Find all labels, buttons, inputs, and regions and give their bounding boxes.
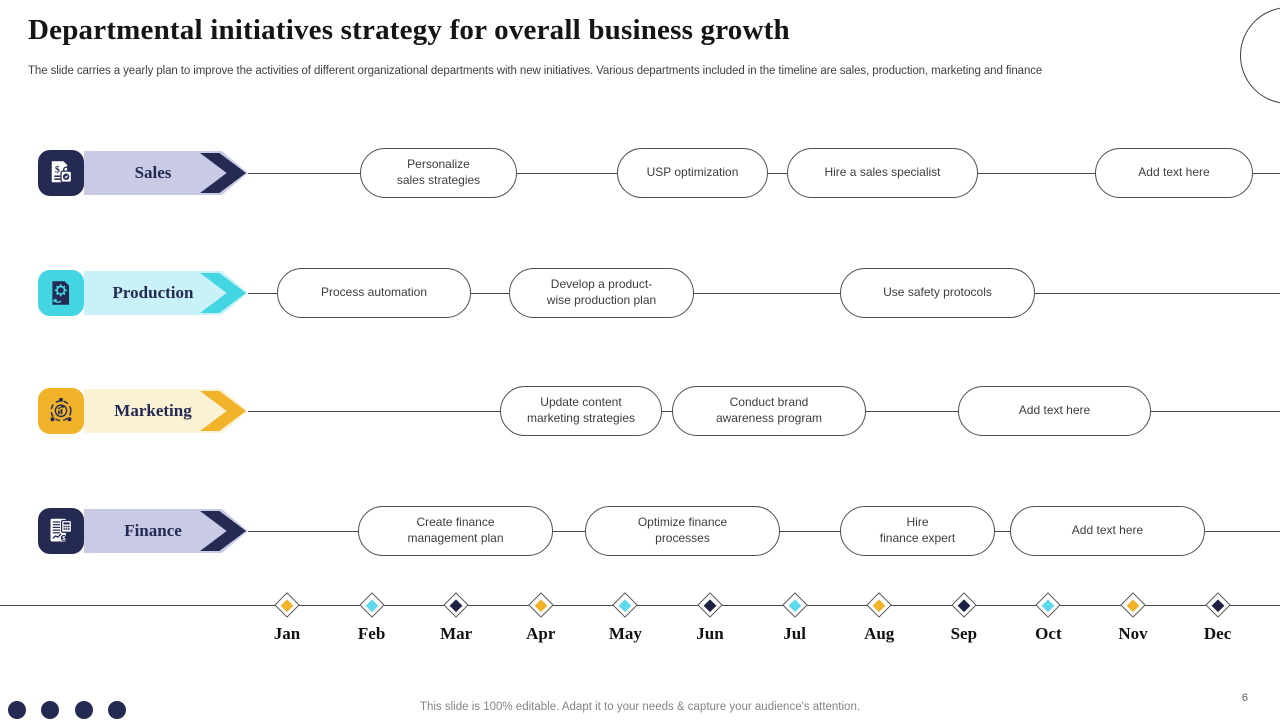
month-diamond-fill [788, 598, 801, 612]
initiative-pill[interactable]: Optimize finance processes [585, 506, 780, 556]
initiative-pill[interactable]: Process automation [277, 268, 471, 318]
initiative-pill[interactable]: Develop a product- wise production plan [509, 268, 694, 318]
month-diamond-fill [703, 598, 717, 612]
initiative-pill[interactable]: Add text here [1010, 506, 1205, 556]
month-diamond-marker [1204, 592, 1231, 618]
svg-text:$: $ [55, 164, 60, 175]
month-label: Oct [1035, 624, 1062, 643]
initiative-pill[interactable]: Conduct brand awareness program [672, 386, 866, 436]
sales-document-icon: $ [45, 157, 77, 189]
initiative-pill[interactable]: Add text here [1095, 148, 1253, 198]
month-label: Feb [357, 624, 386, 643]
month-diamond-marker [951, 592, 977, 618]
initiative-pill[interactable]: Hire a sales specialist [787, 148, 978, 198]
month-label: Nov [1118, 624, 1148, 643]
footer-dot [41, 701, 60, 719]
month-diamond-fill [1042, 598, 1055, 612]
timeline-line [0, 605, 1280, 606]
month-diamond-fill [449, 598, 463, 612]
production-gear-icon [45, 277, 77, 309]
department-icon-box: $ [38, 508, 84, 554]
initiative-pill[interactable]: USP optimization [617, 148, 768, 198]
marketing-cycle-icon [45, 395, 77, 427]
department-label: Finance [124, 521, 182, 540]
month-label: Aug [864, 624, 895, 643]
month-label: Mar [440, 624, 473, 643]
initiative-pill[interactable]: Create finance management plan [358, 506, 553, 556]
month-diamond-fill [1126, 598, 1140, 612]
month-diamond-fill [365, 598, 378, 612]
month-label: Sep [950, 624, 978, 643]
department-label: Marketing [114, 401, 192, 420]
month-diamond-fill [872, 598, 886, 612]
page-number: 6 [1241, 692, 1248, 704]
decorative-circle [1240, 7, 1280, 104]
footer-note: This slide is 100% editable. Adapt it to… [419, 701, 861, 713]
month-diamond-marker [697, 592, 723, 618]
month-label: Jan [273, 624, 301, 643]
finance-report-icon: $ [45, 515, 77, 547]
svg-text:$: $ [62, 536, 65, 542]
month-label: Jul [783, 624, 806, 643]
month-diamond-marker [612, 592, 639, 618]
month-diamond-fill [280, 598, 294, 612]
month-label: Apr [526, 624, 556, 643]
month-label: Dec [1203, 624, 1232, 643]
initiative-pill[interactable]: Hire finance expert [840, 506, 995, 556]
month-diamond-fill [957, 598, 971, 612]
month-diamond-fill [534, 598, 548, 612]
department-label: Sales [134, 163, 172, 182]
month-label: May [608, 624, 642, 643]
page-subtitle: The slide carries a yearly plan to impro… [28, 65, 1043, 77]
initiative-pill[interactable]: Add text here [958, 386, 1151, 436]
month-diamond-fill [1211, 598, 1224, 612]
row-connector-line [248, 293, 1280, 294]
month-diamond-marker [358, 592, 385, 618]
page-title: Departmental initiatives strategy for ov… [28, 14, 790, 46]
month-diamond-marker [866, 592, 892, 618]
department-label: Production [112, 283, 194, 302]
month-diamond-marker [443, 592, 469, 618]
initiative-pill[interactable]: Use safety protocols [840, 268, 1035, 318]
initiative-pill[interactable]: Personalize sales strategies [360, 148, 517, 198]
month-diamond-marker [1035, 592, 1062, 618]
footer-dot [8, 701, 26, 719]
month-diamond-fill [619, 598, 632, 612]
month-diamond-marker [1120, 592, 1146, 618]
initiative-pill[interactable]: Update content marketing strategies [500, 386, 662, 436]
month-diamond-marker [528, 592, 554, 618]
department-icon-box [38, 388, 84, 434]
department-icon-box: $ [38, 150, 84, 196]
footer-dot [74, 701, 93, 719]
department-icon-box [38, 270, 84, 316]
month-diamond-marker [781, 592, 808, 618]
month-label: Jun [696, 624, 724, 643]
footer-dot [108, 701, 127, 719]
month-diamond-marker [274, 592, 300, 618]
